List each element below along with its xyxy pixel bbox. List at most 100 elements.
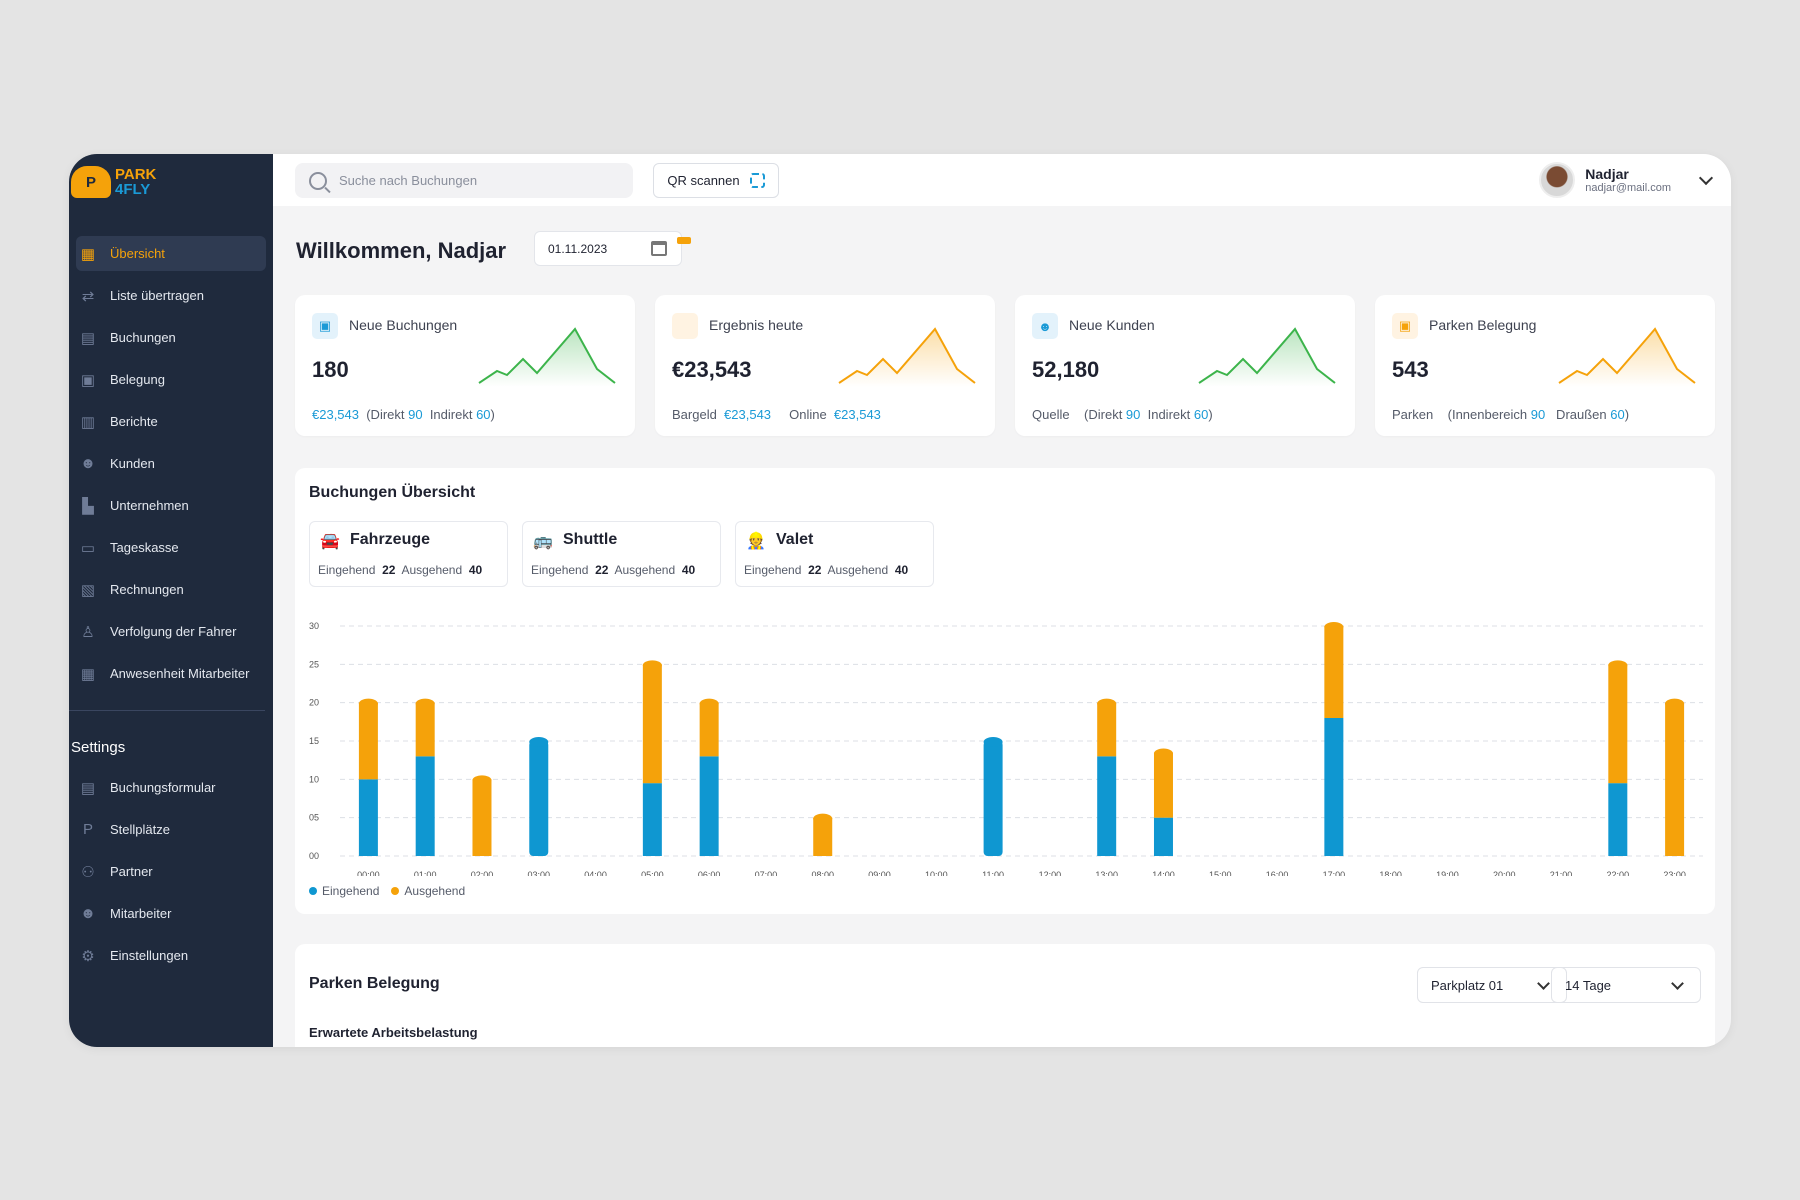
- stat-card[interactable]: ▣ Neue Buchungen 180 €23,543 (Direkt 90 Ind…: [295, 295, 635, 436]
- y-tick-label: 20: [309, 698, 319, 708]
- bar-incoming: [358, 779, 378, 856]
- bar-outgoing-cap: [472, 775, 492, 786]
- chevron-down-icon: [1671, 977, 1684, 990]
- bar-outgoing-cap: [813, 813, 833, 824]
- sidebar-item-buchungen[interactable]: ▤ Buchungen: [76, 320, 266, 355]
- y-tick-label: 25: [309, 659, 319, 669]
- x-tick-label: 08:00: [811, 870, 834, 876]
- x-tick-label: 18:00: [1379, 870, 1402, 876]
- y-tick-label: 15: [309, 736, 319, 746]
- sidebar-item-unternehmen[interactable]: ▙ Unternehmen: [76, 488, 266, 523]
- sidebar-item-belegung[interactable]: ▣ Belegung: [76, 362, 266, 397]
- bar-outgoing-cap: [415, 698, 435, 709]
- bar-outgoing: [813, 817, 833, 856]
- sidebar-item-rechnungen[interactable]: ▧ Rechnungen: [76, 572, 266, 607]
- bar-incoming: [1608, 783, 1628, 856]
- parking-occupancy-panel: Parken Belegung Parkplatz 01 14 Tage Erw…: [295, 944, 1715, 1047]
- sidebar-item-label: Rechnungen: [110, 582, 184, 597]
- sidebar-item-anwesenheit-mitarbeiter[interactable]: ▦ Anwesenheit Mitarbeiter: [76, 656, 266, 691]
- sidebar-item-label: Liste übertragen: [110, 288, 204, 303]
- search-icon: [309, 171, 327, 190]
- parking-box-icon: ▣: [1392, 313, 1418, 339]
- bar-outgoing: [472, 779, 492, 856]
- qr-scan-label: QR scannen: [667, 173, 740, 188]
- category-card-valet[interactable]: 👷 Valet Eingehend 22 Ausgehend 40: [735, 521, 934, 587]
- x-tick-label: 21:00: [1550, 870, 1573, 876]
- x-tick-label: 22:00: [1607, 870, 1630, 876]
- sparkline: [1198, 327, 1336, 387]
- bar-incoming-cap: [983, 737, 1003, 747]
- avatar: [1539, 162, 1576, 198]
- user-name: Nadjar: [1585, 166, 1629, 182]
- incoming-count: 22: [595, 563, 609, 577]
- x-tick-label: 06:00: [698, 870, 721, 876]
- sidebar-item-stellplätze[interactable]: P Stellplätze: [76, 812, 266, 847]
- sidebar: P PARK 4FLY ▦ Übersicht ⇄ Liste übertragen ▤…: [69, 154, 273, 1047]
- qr-scan-button[interactable]: QR scannen: [653, 163, 779, 198]
- x-tick-label: 19:00: [1436, 870, 1459, 876]
- parking-lot-select[interactable]: Parkplatz 01: [1417, 967, 1567, 1003]
- bar-incoming: [642, 783, 662, 856]
- bar-outgoing: [642, 664, 662, 784]
- stat-card-footer: €23,543 (Direkt 90 Indirekt 60): [312, 407, 495, 422]
- stat-card[interactable]: ☻ Neue Kunden 52,180 Quelle (Direkt 90 Indi…: [1015, 295, 1355, 436]
- stat-card-value: 52,180: [1032, 357, 1100, 382]
- result-icon: [672, 313, 698, 339]
- partner-icon: ⚇: [81, 863, 95, 881]
- settings-heading: Settings: [71, 739, 126, 756]
- x-tick-label: 12:00: [1039, 870, 1062, 876]
- logo[interactable]: P PARK 4FLY: [71, 166, 156, 198]
- settings-nav: ▤ Buchungsformular P Stellplätze ⚇ Partner ☻ Mi…: [69, 770, 273, 980]
- stat-card-title: Parken Belegung: [1429, 317, 1537, 333]
- sidebar-item-verfolgung-der-fahrer[interactable]: ♙ Verfolgung der Fahrer: [76, 614, 266, 649]
- incoming-count: 22: [808, 563, 822, 577]
- bar-outgoing: [1097, 702, 1117, 757]
- category-card-shuttle[interactable]: 🚌 Shuttle Eingehend 22 Ausgehend 40: [522, 521, 721, 587]
- valet-icon: 👷: [746, 533, 766, 550]
- dashboard-icon: ▦: [80, 245, 96, 263]
- y-tick-label: 30: [309, 621, 319, 631]
- date-flag-icon: [677, 237, 691, 244]
- category-card-fahrzeuge[interactable]: 🚘 Fahrzeuge Eingehend 22 Ausgehend 40: [309, 521, 508, 587]
- stat-card-value: 180: [312, 357, 349, 382]
- outgoing-count: 40: [468, 563, 483, 577]
- stat-card-title: Neue Buchungen: [349, 317, 458, 333]
- period-select[interactable]: 14 Tage: [1551, 967, 1701, 1003]
- user-menu[interactable]: Nadjar nadjar@mail.com: [1539, 162, 1714, 198]
- search-bar[interactable]: [295, 163, 633, 198]
- sidebar-item-label: Tageskasse: [110, 540, 179, 555]
- user-email: nadjar@mail.com: [1585, 182, 1671, 194]
- sidebar-item-liste-übertragen[interactable]: ⇄ Liste übertragen: [76, 278, 266, 313]
- sidebar-nav: ▦ Übersicht ⇄ Liste übertragen ▤ Buchungen ▣ Be…: [69, 236, 273, 698]
- sidebar-item-buchungsformular[interactable]: ▤ Buchungsformular: [76, 770, 266, 805]
- date-picker[interactable]: 01.11.2023: [534, 231, 682, 266]
- stat-card[interactable]: Ergebnis heute €23,543 Bargeld €23,543 Onl…: [655, 295, 995, 436]
- x-tick-label: 04:00: [584, 870, 607, 876]
- sidebar-item-berichte[interactable]: ▥ Berichte: [76, 404, 266, 439]
- stat-card[interactable]: ▣ Parken Belegung 543 Parken (Innenbereich …: [1375, 295, 1715, 436]
- bar-outgoing-cap: [1153, 748, 1173, 759]
- sidebar-item-partner[interactable]: ⚇ Partner: [76, 854, 266, 889]
- sidebar-item-übersicht[interactable]: ▦ Übersicht: [76, 236, 266, 271]
- stat-card-footer-part: €23,543: [312, 407, 359, 422]
- bar-outgoing-cap: [1608, 660, 1628, 671]
- sparkline: [1558, 327, 1696, 387]
- sidebar-item-mitarbeiter[interactable]: ☻ Mitarbeiter: [76, 896, 266, 931]
- sidebar-item-kunden[interactable]: ☻ Kunden: [76, 446, 266, 481]
- bus-icon: 🚌: [533, 533, 553, 550]
- stat-card-value: 543: [1392, 357, 1429, 382]
- sidebar-item-label: Unternehmen: [110, 498, 189, 513]
- x-tick-label: 11:00: [982, 870, 1004, 876]
- chevron-down-icon[interactable]: [1698, 170, 1714, 186]
- sidebar-item-tageskasse[interactable]: ▭ Tageskasse: [76, 530, 266, 565]
- bar-incoming: [415, 756, 435, 856]
- chevron-down-icon: [1537, 977, 1550, 990]
- bar-outgoing: [415, 702, 435, 757]
- sidebar-item-einstellungen[interactable]: ⚙ Einstellungen: [76, 938, 266, 973]
- bar-outgoing-cap: [358, 698, 378, 709]
- stat-card-footer-part: 90: [1125, 407, 1141, 422]
- sidebar-item-label: Buchungen: [110, 330, 176, 345]
- search-input[interactable]: [339, 173, 599, 188]
- bookings-overview-panel: Buchungen Übersicht 🚘 Fahrzeuge Eingehend …: [295, 468, 1715, 914]
- calendar-icon[interactable]: [651, 241, 667, 256]
